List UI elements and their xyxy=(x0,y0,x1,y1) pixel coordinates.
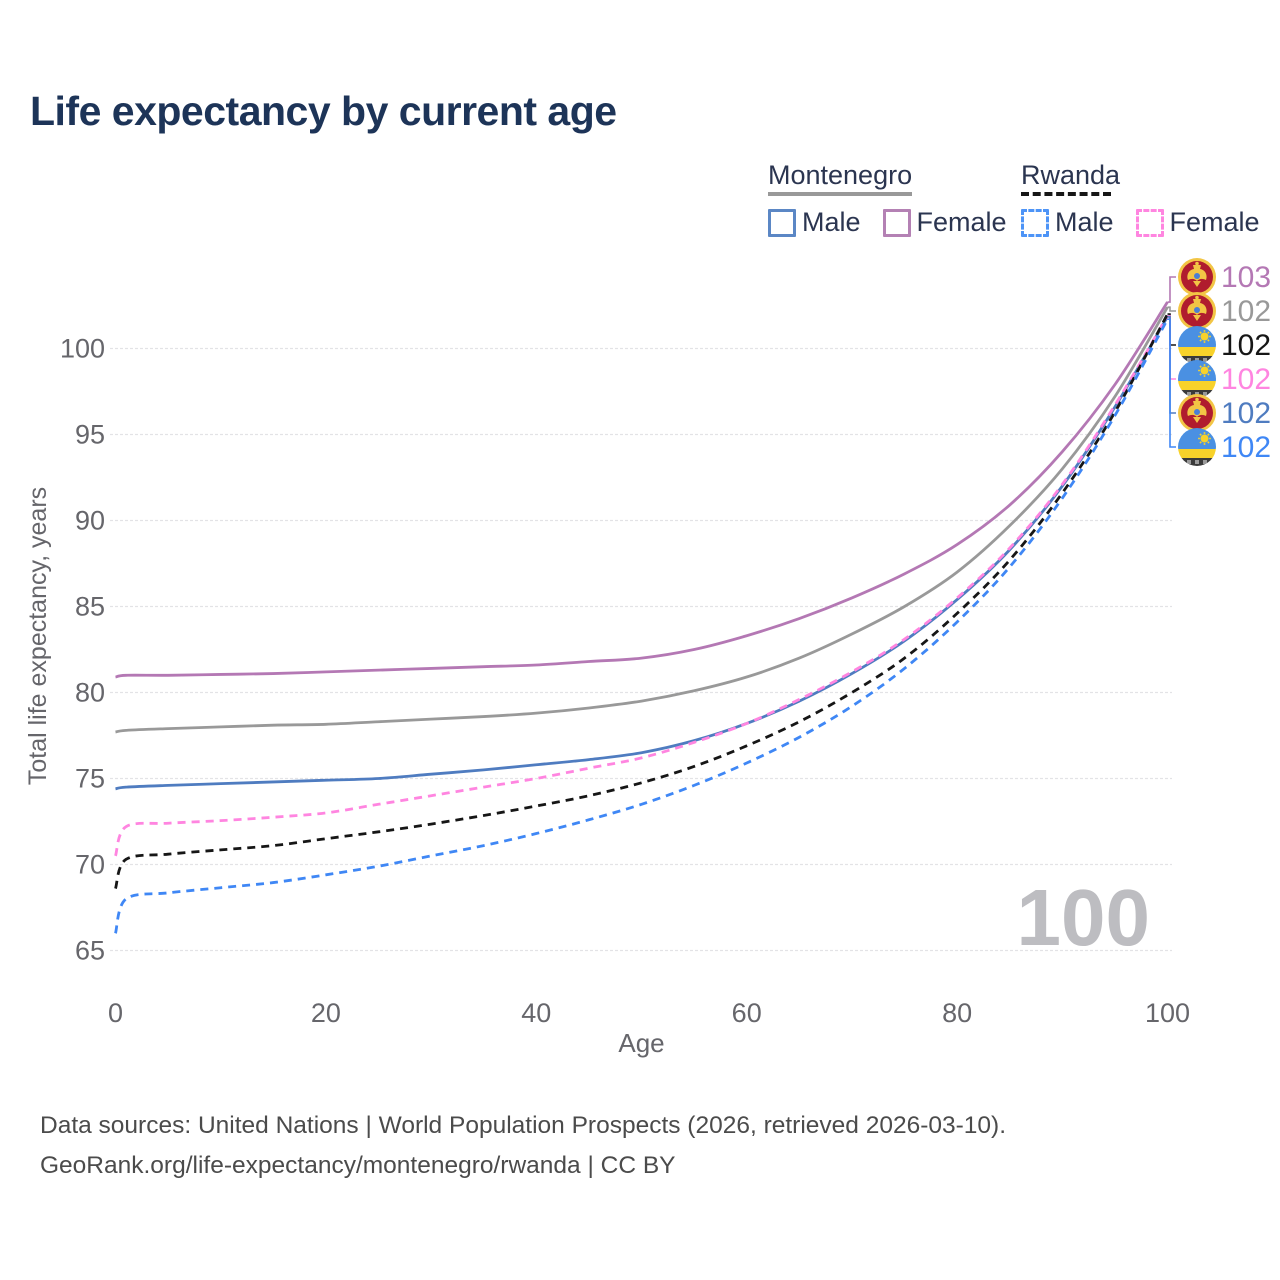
montenegro-male-swatch-icon xyxy=(768,208,796,237)
x-tick-label-60: 60 xyxy=(732,998,762,1028)
legend-item-label: Male xyxy=(802,207,861,237)
series-line-montenegro-male[interactable] xyxy=(115,315,1169,791)
series-line-montenegro-female[interactable] xyxy=(115,301,1169,679)
montenegro-line-style-swatch xyxy=(768,192,912,196)
end-value-label-rwanda-all: 102 xyxy=(1221,329,1271,362)
y-tick-label-95: 95 xyxy=(75,420,105,450)
legend-item-label: Male xyxy=(1055,207,1114,237)
y-tick-label-100: 100 xyxy=(60,334,105,364)
age-counter-watermark: 100 xyxy=(1016,873,1150,962)
legend: Montenegro Male Female Rwanda Male xyxy=(0,160,1280,240)
legend-item-rwanda-female[interactable]: Female xyxy=(1135,207,1260,238)
end-value-label-rwanda-male: 102 xyxy=(1221,431,1271,464)
montenegro-flag-icon xyxy=(1178,258,1216,296)
x-axis-title: Age xyxy=(618,1028,664,1058)
rwanda-flag-icon xyxy=(1178,428,1216,466)
end-label-leader-montenegro-all xyxy=(1167,306,1176,312)
series-line-rwanda-male[interactable] xyxy=(114,318,1169,934)
end-value-label-montenegro-female: 103 xyxy=(1221,261,1271,294)
end-label-leader-montenegro-male xyxy=(1167,315,1176,414)
end-value-label-montenegro-all: 102 xyxy=(1221,295,1271,328)
series-line-rwanda-female[interactable] xyxy=(114,315,1169,857)
legend-group-title-montenegro[interactable]: Montenegro xyxy=(768,160,913,190)
end-value-label-montenegro-male: 102 xyxy=(1221,397,1271,430)
rwanda-line-style-swatch xyxy=(1021,192,1111,196)
legend-item-label: Female xyxy=(1169,207,1260,237)
x-tick-label-80: 80 xyxy=(942,998,972,1028)
y-tick-label-90: 90 xyxy=(75,506,105,536)
y-tick-label-75: 75 xyxy=(75,764,105,794)
y-tick-label-70: 70 xyxy=(75,850,105,880)
end-value-label-rwanda-female: 102 xyxy=(1221,363,1271,396)
end-label-leader-montenegro-female xyxy=(1167,276,1176,303)
legend-group-rwanda: Rwanda Male Female xyxy=(1021,160,1260,238)
x-tick-label-0: 0 xyxy=(108,998,123,1028)
x-tick-label-20: 20 xyxy=(311,998,341,1028)
legend-item-montenegro-male[interactable]: Male xyxy=(768,207,861,238)
rwanda-male-swatch-icon xyxy=(1021,208,1049,237)
montenegro-flag-icon xyxy=(1178,292,1216,330)
y-axis-title: Total life expectancy, years xyxy=(24,487,52,785)
attribution-text: GeoRank.org/life-expectancy/montenegro/r… xyxy=(40,1152,676,1179)
legend-item-rwanda-male[interactable]: Male xyxy=(1021,207,1114,238)
chart-title: Life expectancy by current age xyxy=(30,88,617,134)
end-label-leader-rwanda-male xyxy=(1167,318,1176,448)
y-tick-label-80: 80 xyxy=(75,678,105,708)
rwanda-female-swatch-icon xyxy=(1135,208,1164,237)
end-label-leader-rwanda-female xyxy=(1167,315,1176,380)
footer: Data sources: United Nations | World Pop… xyxy=(40,1106,1006,1186)
legend-group-montenegro: Montenegro Male Female xyxy=(768,160,1007,238)
rwanda-flag-icon xyxy=(1178,326,1216,364)
x-tick-label-100: 100 xyxy=(1145,998,1190,1028)
montenegro-female-swatch-icon xyxy=(882,208,911,237)
y-tick-label-65: 65 xyxy=(75,936,105,966)
y-tick-label-85: 85 xyxy=(75,592,105,622)
series-line-montenegro-all[interactable] xyxy=(115,306,1169,734)
montenegro-flag-icon xyxy=(1178,394,1216,432)
data-sources-text: Data sources: United Nations | World Pop… xyxy=(40,1112,1007,1139)
x-tick-label-40: 40 xyxy=(521,998,551,1028)
legend-item-montenegro-female[interactable]: Female xyxy=(882,207,1007,238)
rwanda-flag-icon xyxy=(1178,360,1216,398)
legend-group-title-rwanda[interactable]: Rwanda xyxy=(1021,160,1121,190)
legend-item-label: Female xyxy=(916,207,1007,237)
series-line-rwanda-all[interactable] xyxy=(114,313,1169,890)
